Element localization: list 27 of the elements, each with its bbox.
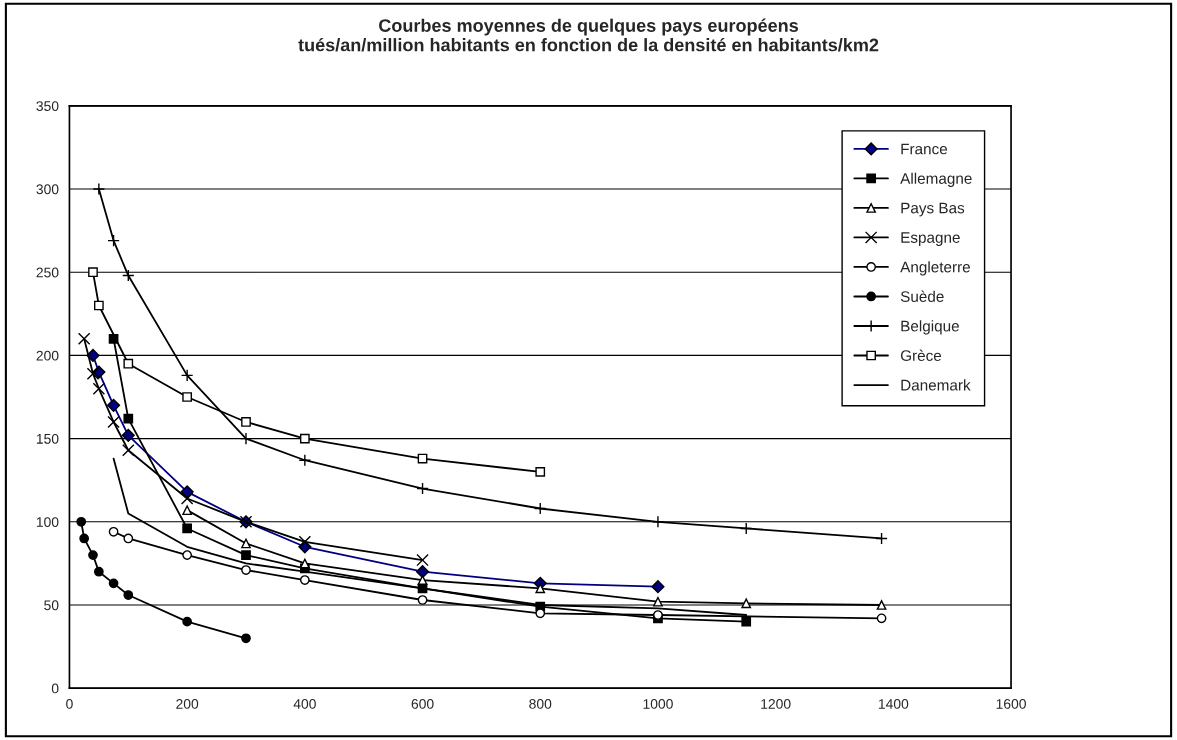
legend-label: Espagne (901, 232, 960, 246)
y-tick-label: 100 (36, 517, 59, 527)
legend-label: France (901, 143, 948, 155)
x-tick-label: 800 (529, 698, 552, 709)
y-tick-label: 150 (36, 433, 59, 444)
legend-label: Allemagne (900, 172, 972, 187)
x-tick-label: 600 (411, 698, 434, 709)
y-tick-label: 50 (44, 600, 59, 611)
x-tick-label: 400 (293, 698, 316, 709)
x-tick-label: 1400 (878, 698, 909, 709)
chart-title: Courbes moyennes de quelques pays européens tués/an/million habitants en fonction de la densité en habitants/km2 (298, 18, 879, 52)
legend-label: Belgique (901, 320, 959, 335)
legend-label: Grèce (900, 349, 942, 362)
legend-label: Danemark (901, 379, 971, 391)
y-tick-label: 250 (36, 267, 59, 278)
y-tick-label: 200 (36, 350, 59, 361)
x-tick-label: 200 (176, 698, 199, 709)
y-tick-label: 0 (51, 683, 59, 694)
legend-label: Pays Bas (901, 202, 965, 217)
legend-label: Angleterre (900, 261, 970, 276)
y-tick-label: 300 (36, 184, 59, 195)
legend-label: Suède (900, 290, 944, 302)
x-tick-label: 1000 (643, 698, 673, 709)
x-tick-label: 1600 (996, 698, 1026, 709)
x-tick-label: 1200 (761, 698, 791, 709)
x-tick-label: 0 (66, 698, 73, 709)
y-tick-label: 350 (36, 101, 59, 111)
